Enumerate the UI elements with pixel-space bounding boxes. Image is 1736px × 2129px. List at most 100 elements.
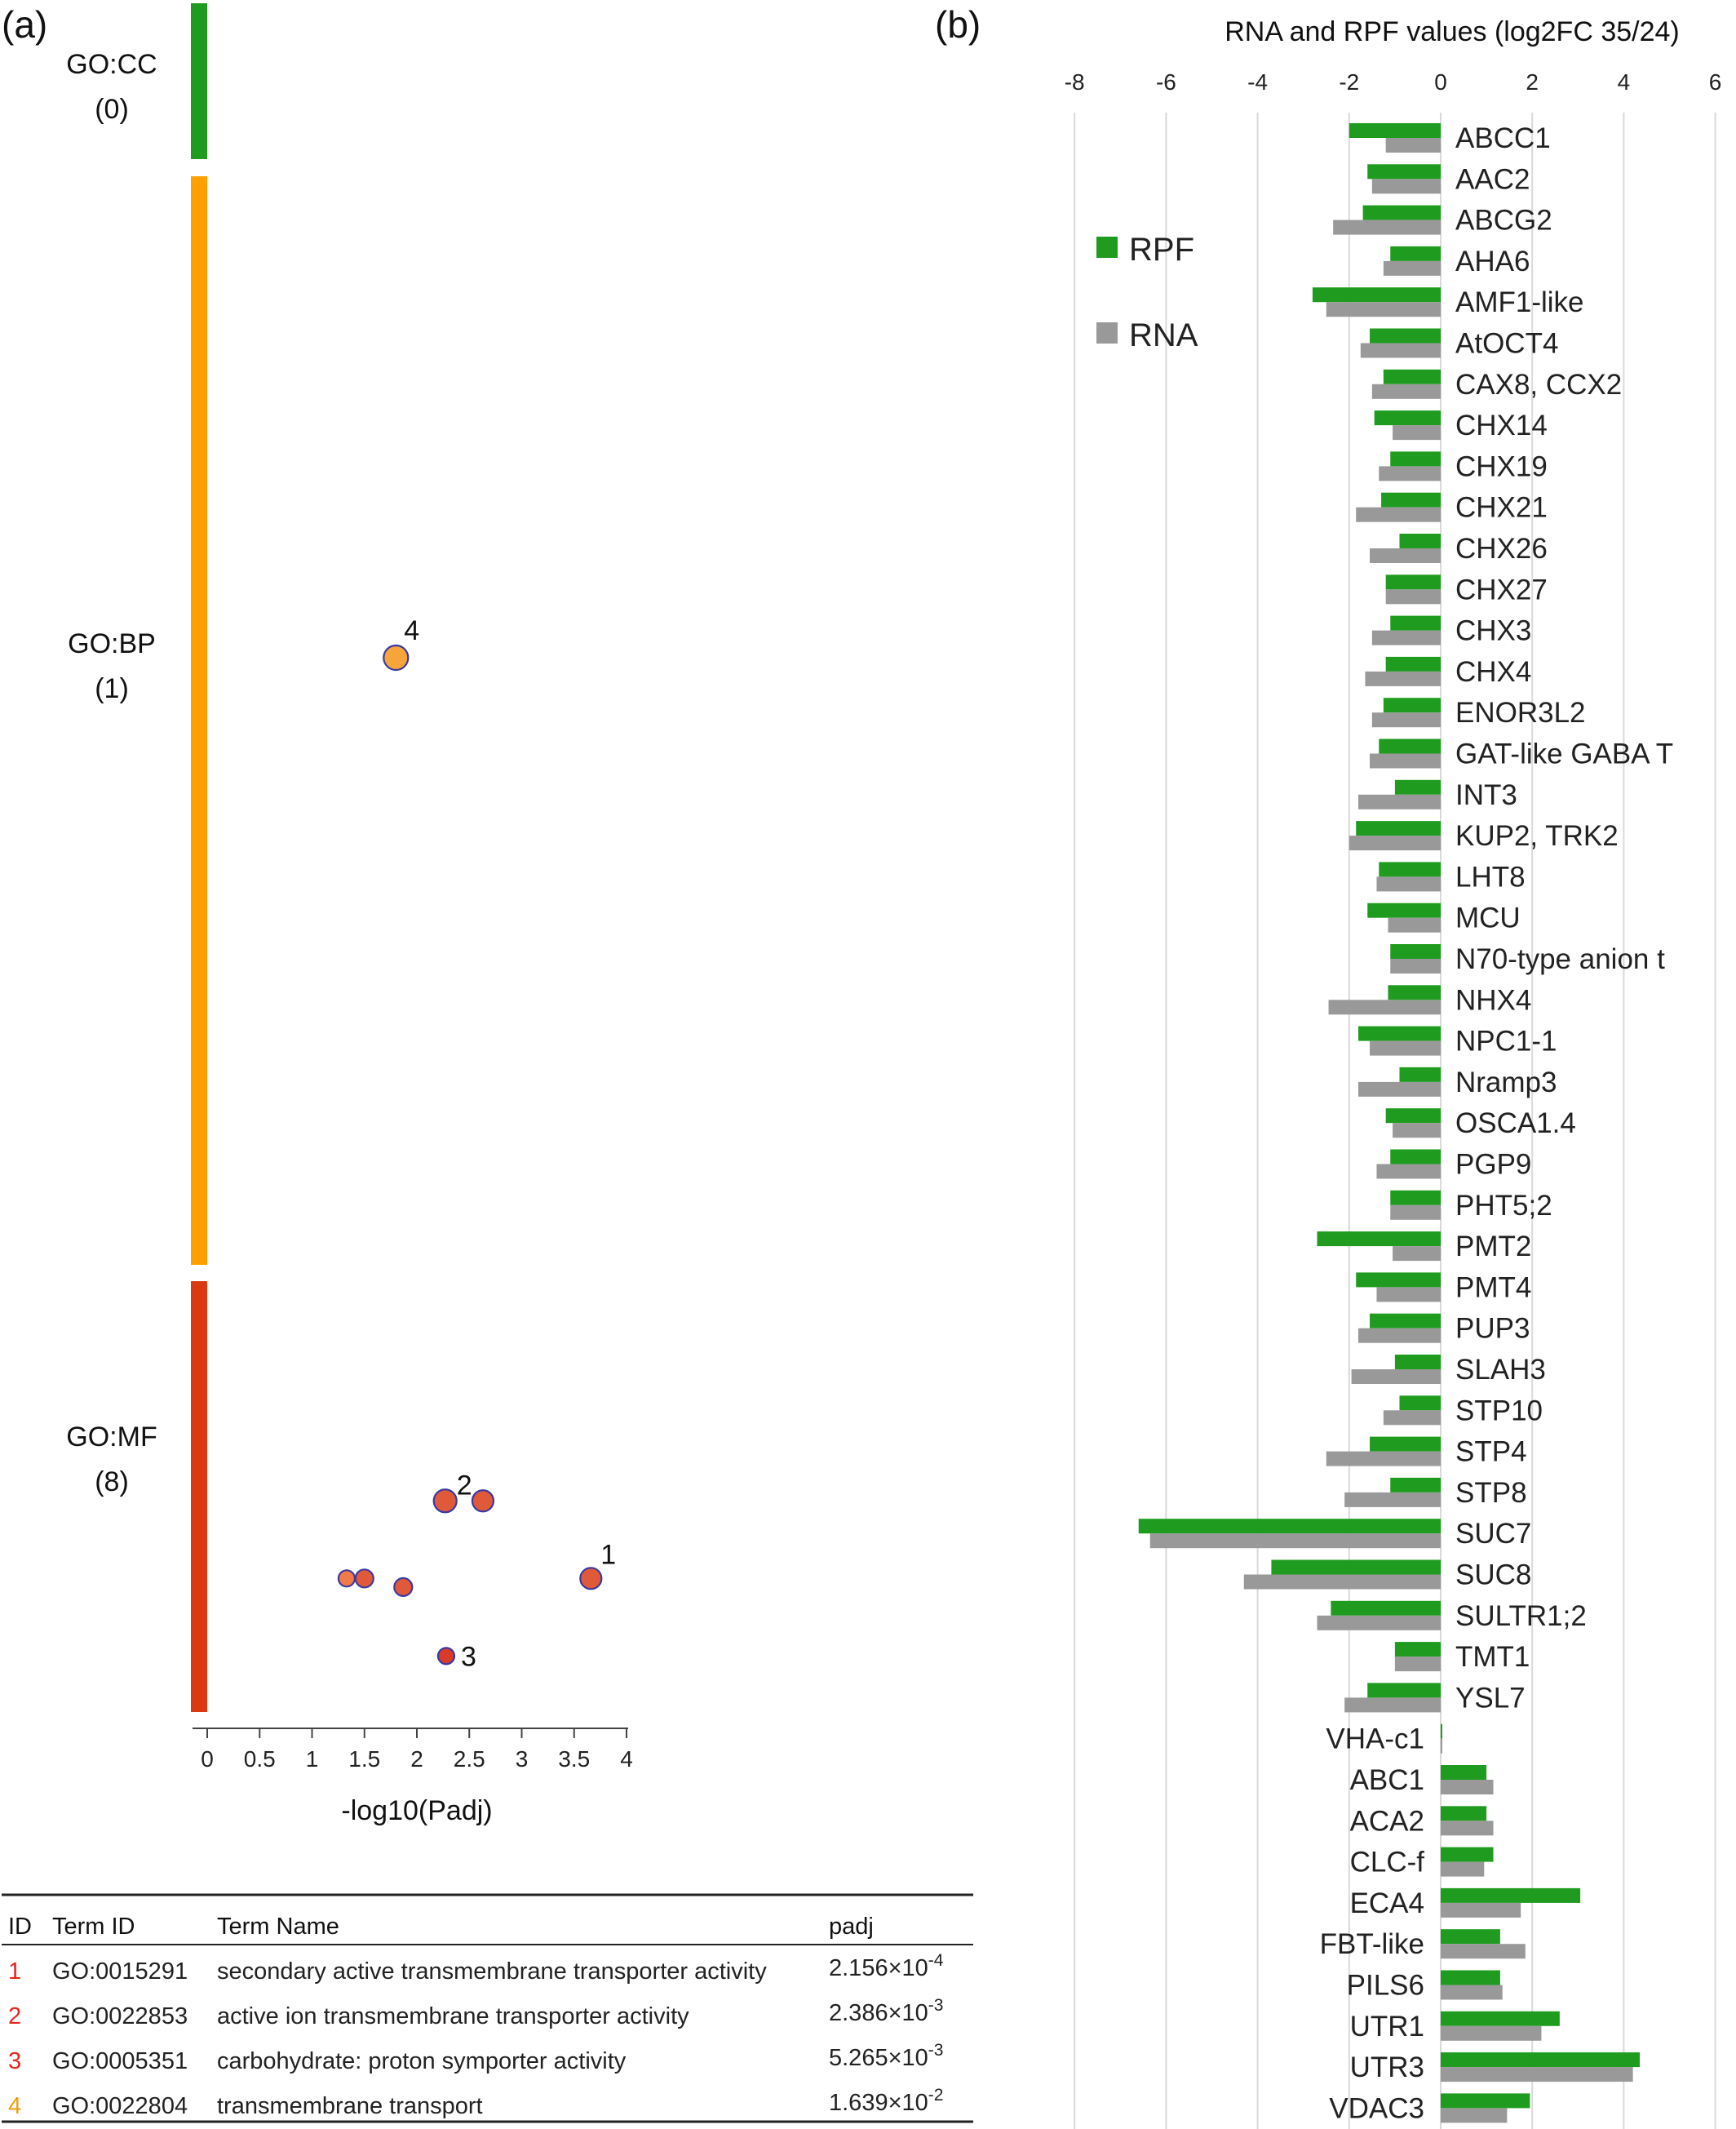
- category-labels: GO:CC (0) GO:BP (1) GO:MF (8): [66, 49, 157, 1497]
- table-cell-term-id-1: GO:0022853: [52, 2003, 188, 2029]
- bar-rna-23: [1358, 1081, 1441, 1097]
- gene-label-16: INT3: [1455, 779, 1517, 811]
- gene-label-7: CHX14: [1455, 410, 1548, 441]
- bar-rpf-46: [1441, 2011, 1560, 2026]
- bar-rna-30: [1351, 1369, 1441, 1384]
- scatter-point-7: [393, 1577, 414, 1597]
- gene-label-47: UTR3: [1350, 2051, 1424, 2083]
- point-label-2: 2: [457, 1470, 472, 1501]
- table-cell-term-id-3: GO:0022804: [52, 2093, 188, 2119]
- bar-rpf-48: [1441, 2093, 1530, 2109]
- gene-label-42: CLC-f: [1350, 1847, 1425, 1878]
- table-cell-padj-1: 2.386×10-3: [829, 1996, 943, 2026]
- bar-rpf-23: [1399, 1067, 1441, 1082]
- bar-rpf-18: [1379, 862, 1441, 877]
- bar-rpf-31: [1399, 1395, 1441, 1411]
- bar-rna-0: [1385, 138, 1441, 153]
- table-cell-padj-3: 1.639×10-2: [829, 2086, 943, 2116]
- bar-rpf-36: [1331, 1600, 1441, 1616]
- bar-rpf-43: [1441, 1887, 1581, 1903]
- bar-rpf-2: [1362, 205, 1441, 220]
- bar-rna-5: [1360, 343, 1441, 358]
- bar-rpf-20: [1390, 944, 1441, 959]
- bar-rpf-6: [1383, 369, 1441, 384]
- bar-rpf-19: [1367, 903, 1441, 918]
- scatter-point-5: [337, 1569, 356, 1588]
- bar-rna-4: [1326, 302, 1441, 317]
- bar-rna-31: [1383, 1410, 1441, 1426]
- gene-label-40: ABC1: [1350, 1764, 1424, 1796]
- table-cell-term-id-2: GO:0005351: [52, 2048, 188, 2074]
- bar-rpf-10: [1399, 534, 1441, 548]
- x-tick-label-0: 0: [201, 1746, 214, 1772]
- x-tick-label-1: 0.5: [244, 1746, 276, 1772]
- table-header-term-id: Term ID: [52, 1914, 135, 1940]
- bar-rpf-41: [1441, 1806, 1487, 1821]
- gene-label-0: ABCC1: [1455, 122, 1551, 154]
- bar-rna-43: [1441, 1902, 1521, 1918]
- bar-rna-3: [1383, 260, 1441, 276]
- bar-rna-10: [1370, 548, 1441, 563]
- scatter-point-3: [471, 1489, 495, 1513]
- bar-rpf-11: [1385, 574, 1441, 590]
- bar-rna-11: [1385, 589, 1441, 605]
- gene-label-22: NPC1-1: [1455, 1026, 1557, 1058]
- panel-b-label: (b): [935, 3, 981, 46]
- gene-label-3: AHA6: [1455, 246, 1530, 277]
- bar-rna-1: [1371, 179, 1441, 194]
- bar-rpf-1: [1367, 164, 1441, 180]
- scatter-point-0: [383, 644, 410, 672]
- x-axis: [193, 1728, 628, 1729]
- gene-label-43: ECA4: [1350, 1887, 1424, 1919]
- gene-labels: ABCC1 AAC2 ABCG2 AHA6 AMF1-like AtOCT4 CAX8, C…: [1320, 122, 1673, 2124]
- x-tick-label-4: 0: [1434, 69, 1447, 95]
- bar-rna-24: [1393, 1123, 1441, 1138]
- bar-rpf-22: [1358, 1026, 1441, 1041]
- bar-rna-45: [1441, 1985, 1503, 2000]
- bar-rpf-35: [1271, 1559, 1441, 1575]
- scatter-point-2: [432, 1488, 458, 1514]
- x-tick-label-1: -6: [1156, 69, 1176, 95]
- bar-rna-34: [1149, 1533, 1441, 1549]
- bar-rna-6: [1371, 384, 1441, 399]
- bar-rpf-14: [1383, 698, 1441, 713]
- gene-label-15: GAT-like GABA T: [1455, 738, 1673, 770]
- gene-label-34: SUC7: [1455, 1518, 1531, 1550]
- panel-b-bar-chart: RNA and RPF values (log2FC 35/24) -8 -6 -4…: [1065, 16, 1721, 2129]
- gene-label-28: PMT4: [1455, 1271, 1531, 1303]
- bar-rpf-16: [1394, 779, 1441, 795]
- bar-rna-44: [1441, 1944, 1526, 1959]
- bar-rpf-15: [1379, 738, 1441, 754]
- bar-rna-33: [1344, 1492, 1441, 1507]
- bar-rna-29: [1358, 1328, 1441, 1343]
- gene-label-26: PHT5;2: [1455, 1190, 1552, 1222]
- gene-label-19: MCU: [1455, 903, 1521, 934]
- x-tick-label-8: 4: [620, 1746, 633, 1772]
- bar-rpf-29: [1370, 1313, 1441, 1328]
- bar-rpf-24: [1385, 1108, 1441, 1124]
- category-band-0: [191, 3, 207, 159]
- bar-rpf-17: [1356, 821, 1441, 836]
- gene-label-45: PILS6: [1347, 1970, 1424, 2002]
- bar-rna-41: [1441, 1821, 1494, 1836]
- bar-rna-35: [1243, 1574, 1441, 1590]
- category-name-2: GO:MF: [66, 1422, 157, 1453]
- gene-label-44: FBT-like: [1320, 1928, 1424, 1960]
- bar-rpf-32: [1370, 1436, 1441, 1452]
- x-axis-title: -log10(Padj): [341, 1795, 492, 1826]
- gene-label-27: PMT2: [1455, 1231, 1531, 1262]
- bar-rna-39: [1441, 1738, 1442, 1754]
- table-header-padj: padj: [829, 1914, 874, 1940]
- point-label-3: 3: [461, 1641, 476, 1672]
- bar-rpf-30: [1394, 1355, 1441, 1369]
- x-tick-label-6: 3: [516, 1746, 529, 1772]
- gene-label-37: TMT1: [1455, 1641, 1530, 1673]
- panel-a-label: (a): [2, 3, 47, 46]
- category-band-1: [191, 176, 207, 1265]
- bar-rna-22: [1370, 1040, 1441, 1056]
- bar-rna-47: [1441, 2067, 1633, 2082]
- gene-label-18: LHT8: [1455, 861, 1526, 893]
- bar-rpf-21: [1388, 985, 1441, 1000]
- bar-rpf-37: [1394, 1642, 1441, 1657]
- bar-rna-20: [1390, 959, 1441, 974]
